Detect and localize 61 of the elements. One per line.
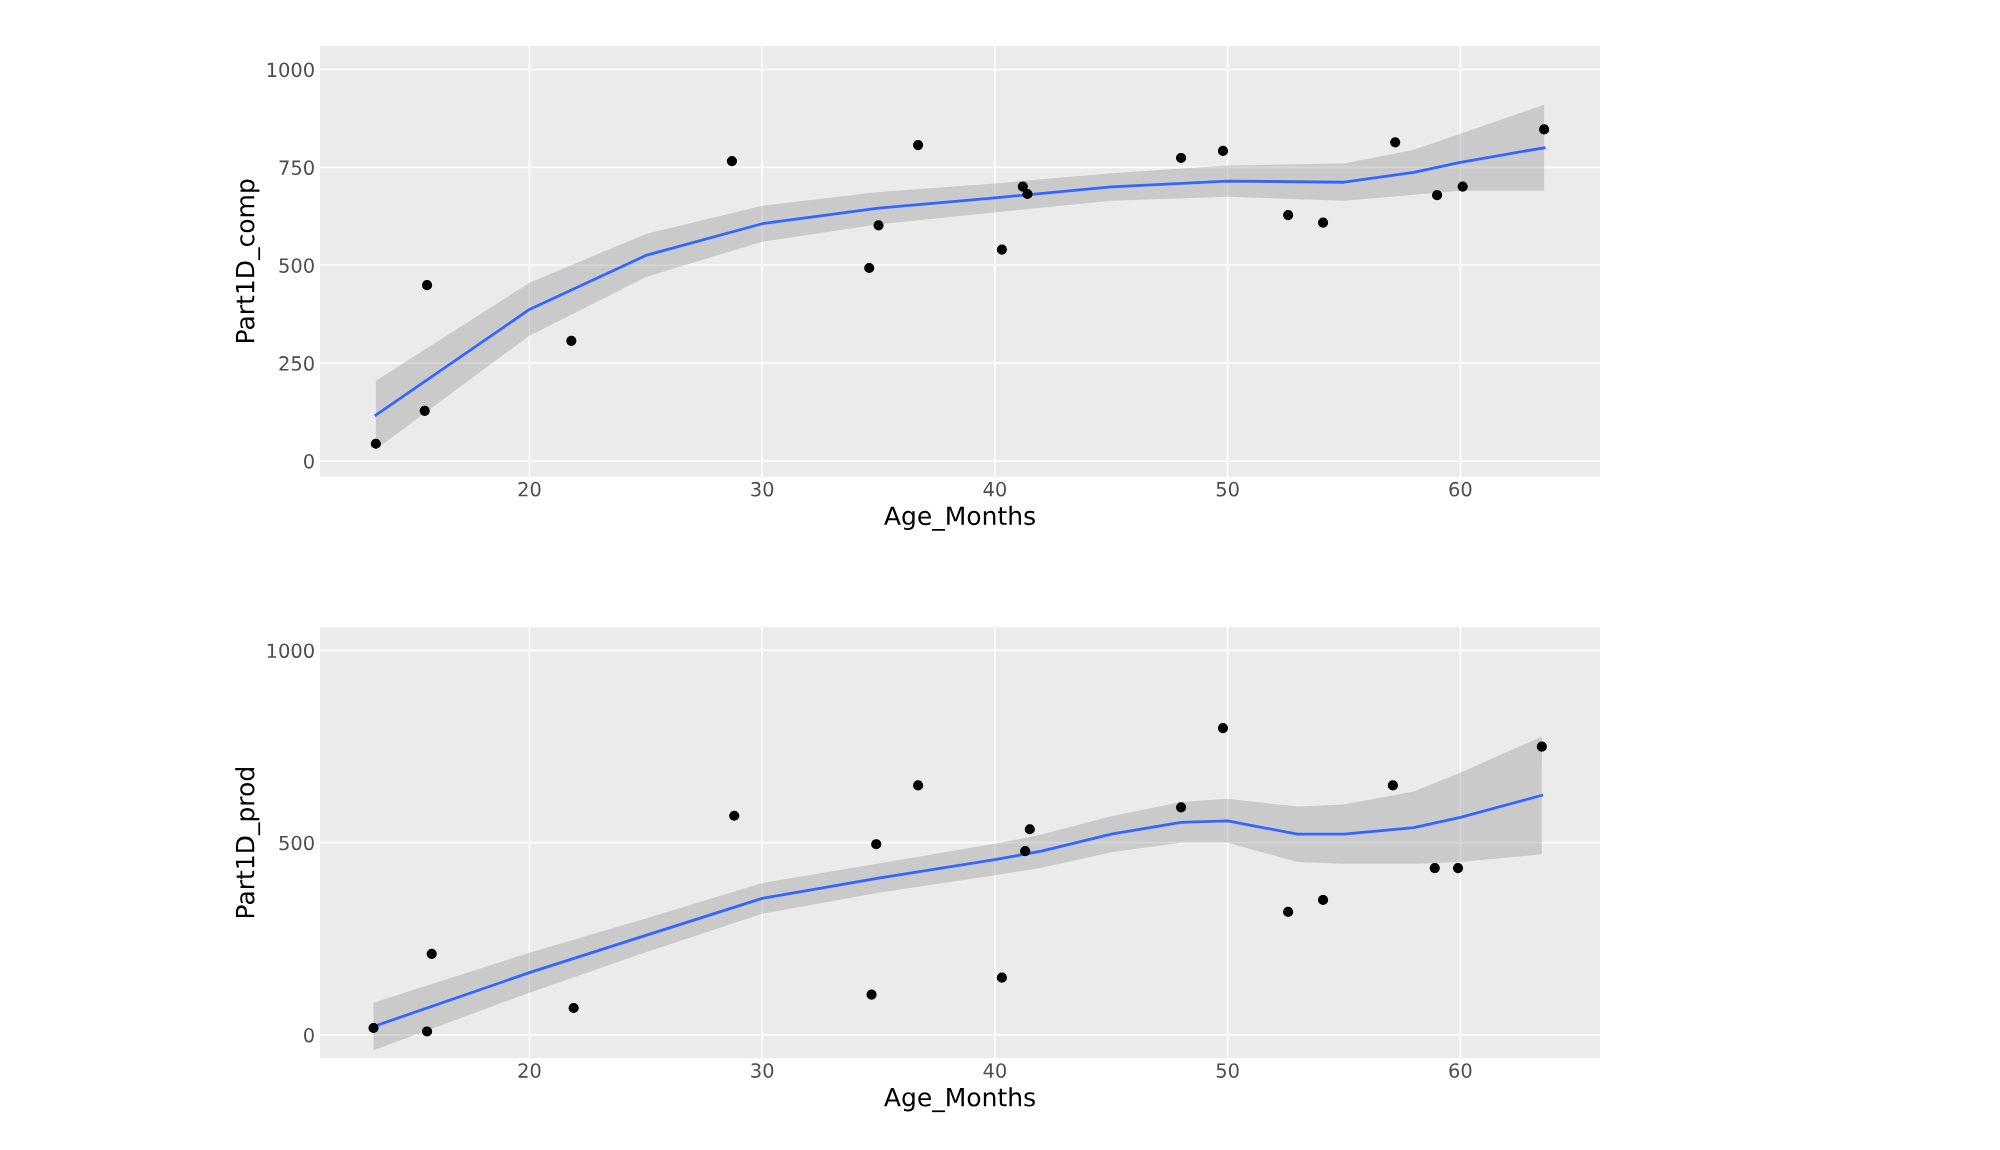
point <box>913 139 924 151</box>
x-tick-label: 20 <box>518 1063 541 1078</box>
point <box>1176 152 1187 164</box>
x-axis-title: Age_Months <box>884 1087 1035 1113</box>
point <box>866 989 877 1000</box>
point <box>1283 210 1294 221</box>
x-tick-label: 50 <box>1216 481 1239 497</box>
y-tick-label: 1000 <box>267 643 314 659</box>
point <box>426 948 437 959</box>
y-axis-title: Part1D_prod <box>235 768 261 918</box>
y-tick-label: 500 <box>279 258 314 273</box>
point <box>729 810 740 821</box>
x-tick-label: 50 <box>1216 1063 1239 1078</box>
point <box>1387 780 1398 791</box>
x-tick-label: 30 <box>751 481 774 497</box>
point <box>1457 181 1468 192</box>
point <box>1176 802 1187 813</box>
point <box>871 839 882 850</box>
x-tick-label: 60 <box>1449 1063 1472 1078</box>
point <box>913 780 924 791</box>
x-axis-title: Age_Months <box>884 505 1035 531</box>
point <box>421 280 433 291</box>
point <box>566 335 577 346</box>
x-tick-label: 60 <box>1449 481 1472 497</box>
point <box>1217 145 1229 157</box>
point <box>568 1002 579 1014</box>
point <box>1024 824 1035 835</box>
point <box>1452 862 1464 874</box>
point <box>996 244 1007 255</box>
point <box>368 1022 379 1034</box>
point <box>1536 741 1547 752</box>
point <box>726 156 738 167</box>
y-tick-label: 500 <box>279 835 314 851</box>
x-tick-label: 30 <box>751 1063 774 1078</box>
point <box>1217 723 1229 734</box>
x-tick-label: 20 <box>518 481 541 497</box>
point <box>1429 862 1440 874</box>
line-series <box>374 146 1546 417</box>
point <box>1432 190 1443 201</box>
point <box>370 438 381 449</box>
point <box>1022 188 1033 200</box>
point <box>1017 181 1028 192</box>
y-axis-title: Part1D_comp <box>235 179 261 342</box>
point <box>873 220 884 231</box>
y-tick-label: 0 <box>304 453 314 469</box>
y-tick-label: 1000 <box>267 62 314 78</box>
x-tick-label: 40 <box>983 481 1006 497</box>
point <box>1317 217 1329 228</box>
y-tick-label: 750 <box>279 160 314 176</box>
point <box>996 972 1007 983</box>
point <box>1283 906 1294 917</box>
point <box>1317 894 1329 906</box>
y-tick-label: 0 <box>304 1027 314 1043</box>
y-tick-label: 250 <box>279 356 314 371</box>
point <box>421 1026 433 1037</box>
x-tick-label: 40 <box>983 1063 1006 1078</box>
point <box>1390 137 1401 148</box>
point <box>864 262 875 274</box>
point <box>1539 124 1550 135</box>
point <box>419 405 430 416</box>
point <box>1020 846 1031 857</box>
